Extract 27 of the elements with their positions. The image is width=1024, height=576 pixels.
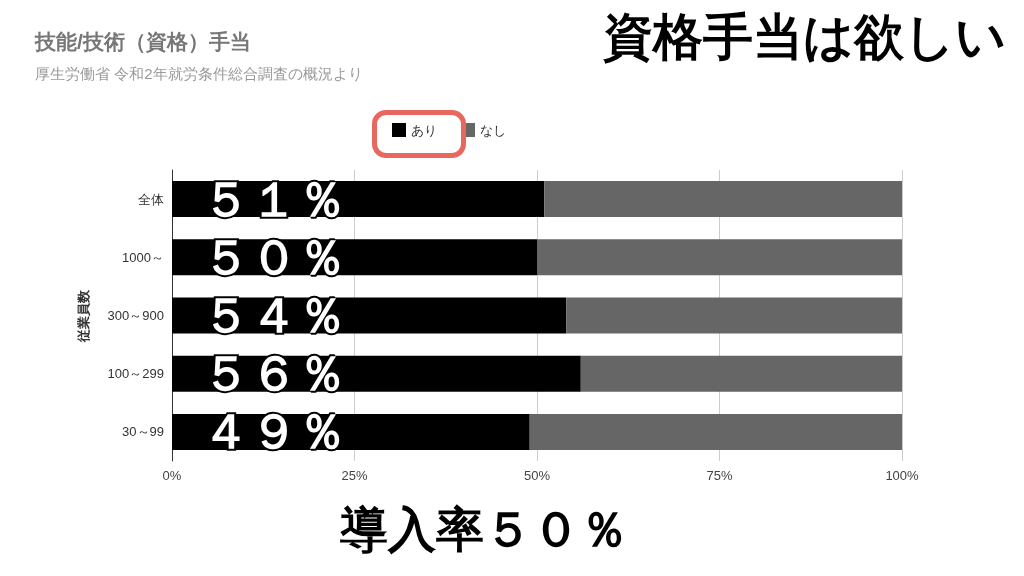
bar <box>537 239 902 276</box>
bar <box>529 413 902 450</box>
x-tick-label: 0% <box>162 468 182 483</box>
data-label: ５１％ <box>202 172 346 226</box>
y-axis-title: 従業員数 <box>76 288 91 343</box>
text: 導入率５０％ <box>339 502 628 556</box>
data-label: ４９％ <box>202 405 346 459</box>
chart-title: 技能/技術（資格）手当 <box>34 30 251 54</box>
data-label: ５６％ <box>202 347 346 401</box>
data-label: ５０％ <box>202 230 346 284</box>
text: 資格手当は欲しい <box>603 9 1006 65</box>
bar <box>566 297 902 334</box>
data-label: ５４％ <box>202 289 346 342</box>
bar <box>544 181 902 218</box>
x-tick-label: 25% <box>341 468 368 483</box>
legend-label: あり <box>411 122 437 138</box>
y-tick-label: 100～299 <box>107 366 164 382</box>
legend-label: なし <box>480 122 506 138</box>
x-tick-label: 75% <box>706 468 733 483</box>
y-tick-label: 30～99 <box>122 424 164 440</box>
y-tick-label: 300～900 <box>107 308 164 323</box>
chart-subtitle: 厚生労働省 令和2年就労条件総合調査の概況より <box>35 65 363 82</box>
x-tick-label: 50% <box>523 468 551 483</box>
y-tick-label: 全体 <box>138 191 164 207</box>
bar <box>580 355 902 392</box>
x-tick-label: 100% <box>885 468 920 483</box>
y-tick-label: 1000～ <box>122 249 164 265</box>
